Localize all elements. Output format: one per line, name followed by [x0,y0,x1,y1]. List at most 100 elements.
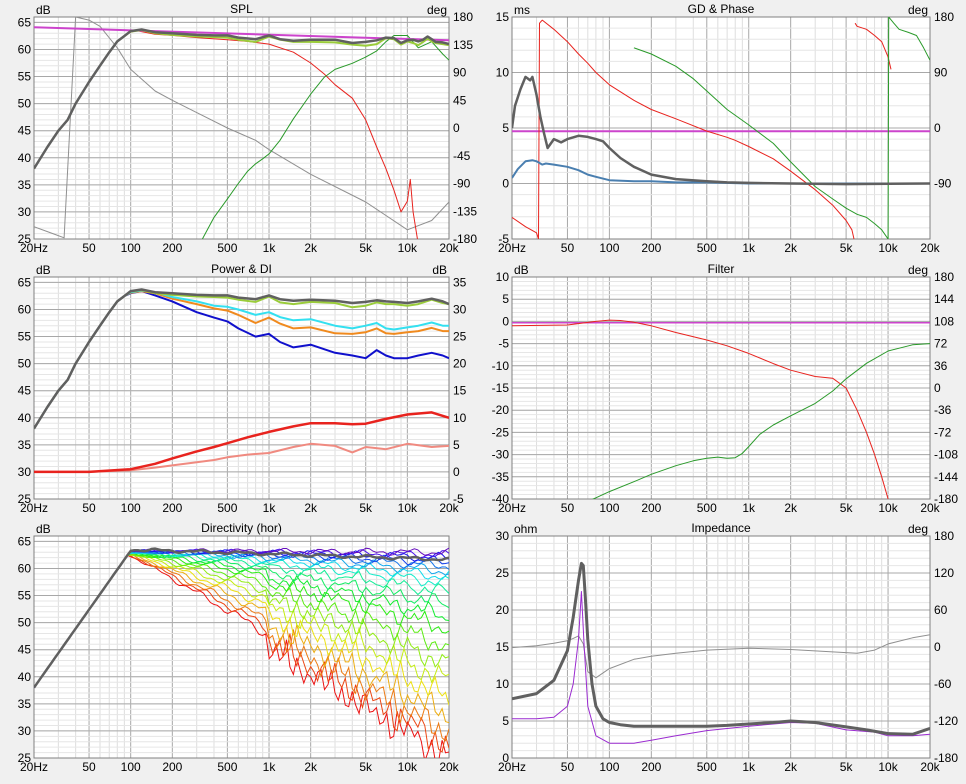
y-tick-label: 0 [502,177,509,191]
y2-tick-label: 0 [453,465,460,479]
x-tick-label: 20Hz [498,241,526,255]
y2-tick-label: -60 [934,677,952,691]
y-tick-label: -35 [492,470,510,484]
x-tick-label: 2k [784,241,798,255]
x-tick-label: 2k [304,760,318,774]
series-phase_red [512,216,539,239]
x-tick-label: 20Hz [20,760,48,774]
panel-1: GD & Phase ms deg -5 0 5 10 15 -90 0 90 180 20Hz 50 10… [496,2,955,255]
y2-tick-label: -180 [934,492,958,506]
y-tick-label: 5 [502,292,509,306]
series-phase_green [633,47,889,239]
y2-tick-label: 35 [453,275,467,289]
y-tick-label: 60 [18,561,32,575]
y2-tick-label: -5 [453,492,464,506]
series-group [34,17,449,239]
x-tick-label: 20k [920,501,940,515]
y-tick-label: 50 [18,616,32,630]
y-tick-label: 55 [18,589,32,603]
plot-area [34,536,449,758]
y-tick-label: 10 [496,270,510,284]
x-tick-label: 500 [697,760,717,774]
y-tick-label: 25 [18,751,32,765]
x-tick-label: 2k [304,241,318,255]
chart-title: GD & Phase [688,2,755,16]
right-unit-label: deg [908,3,928,17]
series-group [34,547,449,758]
x-tick-label: 500 [697,501,717,515]
y-tick-label: 40 [18,670,32,684]
y-tick-label: 10 [496,66,510,80]
y-tick-label: 5 [502,121,509,135]
series-group [512,17,930,239]
series-pw_gray_thick [34,288,449,430]
x-tick-label: 200 [641,241,661,255]
y-tick-label: 30 [18,205,32,219]
panel-3: Filter dB deg -40 -35 -30 -25 -20 -15 -10 -5 0 5 10 -1… [492,262,959,515]
series-gd_gray_thick [512,75,930,186]
y2-tick-label: 15 [453,384,467,398]
series-di_red [34,411,449,474]
series-group [34,288,449,474]
y2-tick-label: 108 [934,314,954,328]
left-unit-label: dB [514,263,529,277]
x-tick-label: 2k [304,501,318,515]
series-spl_gray_thick [34,28,449,170]
right-unit-label: deg [908,522,928,536]
y2-tick-label: 0 [934,640,941,654]
chart-title: SPL [230,2,253,16]
x-tick-label: 20k [439,760,459,774]
panel-2: Power & DI dB dB 25 30 35 40 45 50 55 60 65 -5 0 5 10 15… [18,262,467,515]
series-mag_red [512,319,889,499]
y-tick-label: -15 [492,381,510,395]
x-tick-label: 10k [878,760,898,774]
y2-tick-label: -135 [453,204,477,218]
y-tick-label: 55 [18,330,32,344]
y2-tick-label: -90 [453,177,471,191]
x-tick-label: 100 [121,760,141,774]
y-tick-label: 25 [496,566,510,580]
x-tick-label: 1k [742,501,756,515]
x-tick-label: 100 [599,760,619,774]
chart-title: Filter [708,262,735,276]
y-tick-label: 30 [18,465,32,479]
x-tick-label: 1k [742,760,756,774]
y2-tick-label: 0 [934,381,941,395]
y2-tick-label: 0 [453,121,460,135]
right-unit-label: dB [432,263,447,277]
x-tick-label: 20k [439,241,459,255]
directivity-on-axis [34,547,449,689]
y2-tick-label: 60 [934,603,948,617]
y-tick-label: -25 [492,425,510,439]
plot-border [511,276,931,500]
y2-tick-label: 180 [934,270,954,284]
x-tick-label: 20k [920,241,940,255]
y2-tick-label: 144 [934,292,954,306]
plot-border [33,16,450,240]
x-tick-label: 200 [162,241,182,255]
y2-tick-label: 90 [453,66,467,80]
x-tick-label: 100 [121,501,141,515]
x-tick-label: 5k [359,501,373,515]
y2-tick-label: -180 [934,751,958,765]
y-tick-label: 35 [18,697,32,711]
y-tick-label: 20 [496,603,510,617]
x-tick-label: 1k [263,501,277,515]
series-di_salmon [34,442,449,473]
x-tick-label: 500 [217,501,237,515]
series-phase_green [591,343,930,499]
series-imp_gray_thick [512,561,930,736]
x-tick-label: 20k [439,501,459,515]
y-tick-label: 65 [18,15,32,29]
y-tick-label: 5 [502,714,509,728]
y2-tick-label: 180 [453,10,473,24]
plot-border [511,535,931,759]
y-tick-label: 25 [18,232,32,246]
x-tick-label: 10k [878,501,898,515]
x-tick-label: 1k [742,241,756,255]
x-tick-label: 10k [398,241,418,255]
y2-tick-label: -72 [934,425,952,439]
x-tick-label: 20Hz [498,760,526,774]
